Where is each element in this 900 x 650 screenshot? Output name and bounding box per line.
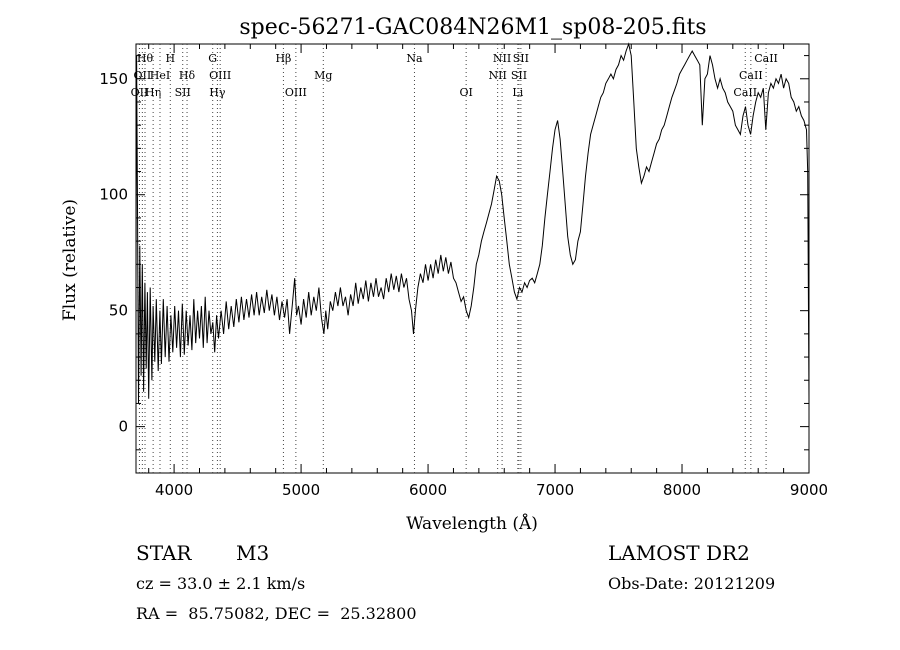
x-tick-label: 8000 xyxy=(663,481,701,499)
y-tick-label: 0 xyxy=(118,418,128,436)
marker-label-5: H xyxy=(165,52,175,65)
marker-label-12: OIII xyxy=(285,86,307,99)
coordinates-text: RA = 85.75082, DEC = 25.32800 xyxy=(136,604,417,623)
marker-label-20: SII xyxy=(513,52,529,65)
marker-label-4: HeI xyxy=(150,69,170,82)
marker-label-11: Hβ xyxy=(275,52,291,65)
marker-label-23: CaII xyxy=(754,52,778,65)
marker-label-22: CaII xyxy=(739,69,763,82)
y-tick-label: 100 xyxy=(99,186,128,204)
spectrum-line-0 xyxy=(135,42,810,404)
marker-label-17: NII xyxy=(493,52,511,65)
marker-label-3: Hη xyxy=(145,86,161,99)
emission-line-markers: OIIOIIHθHηHeIHSIIHδGHγOIIIHβOIIIMgNaOINI… xyxy=(131,44,778,473)
marker-label-21: CaII xyxy=(733,86,757,99)
object-class: STAR xyxy=(136,541,192,565)
marker-label-16: NII xyxy=(488,69,506,82)
marker-label-9: Hγ xyxy=(209,86,226,99)
y-axis-label: Flux (relative) xyxy=(60,199,80,321)
marker-label-18: Li xyxy=(512,86,523,99)
x-tick-label: 5000 xyxy=(282,481,320,499)
axis-ticks: 4000 5000 6000 7000 8000 9000 0 50 100 150 xyxy=(99,44,828,499)
marker-label-14: Na xyxy=(406,52,423,65)
marker-label-8: G xyxy=(208,52,217,65)
x-tick-label: 4000 xyxy=(155,481,193,499)
observation-date: Obs-Date: 20121209 xyxy=(608,574,776,593)
plot-frame xyxy=(135,43,810,474)
marker-label-15: OI xyxy=(459,86,472,99)
y-tick-label: 50 xyxy=(109,302,128,320)
marker-label-10: OIII xyxy=(209,69,231,82)
marker-label-2: Hθ xyxy=(137,52,154,65)
marker-label-0: OII xyxy=(131,86,149,99)
x-axis-label: Wavelength (Å) xyxy=(406,513,538,534)
chart-title: spec-56271-GAC084N26M1_sp08-205.fits xyxy=(239,15,706,40)
marker-label-19: SII xyxy=(511,69,527,82)
x-tick-label: 7000 xyxy=(536,481,574,499)
marker-label-13: Mg xyxy=(314,69,332,82)
survey-name: LAMOST DR2 xyxy=(608,541,750,565)
marker-label-7: Hδ xyxy=(179,69,196,82)
marker-label-6: SII xyxy=(175,86,191,99)
y-tick-label: 150 xyxy=(99,70,128,88)
object-subclass: M3 xyxy=(236,541,270,565)
spectrum-series xyxy=(135,42,810,404)
redshift-text: cz = 33.0 ± 2.1 km/s xyxy=(136,574,306,593)
x-tick-label: 9000 xyxy=(790,481,828,499)
x-tick-label: 6000 xyxy=(409,481,447,499)
